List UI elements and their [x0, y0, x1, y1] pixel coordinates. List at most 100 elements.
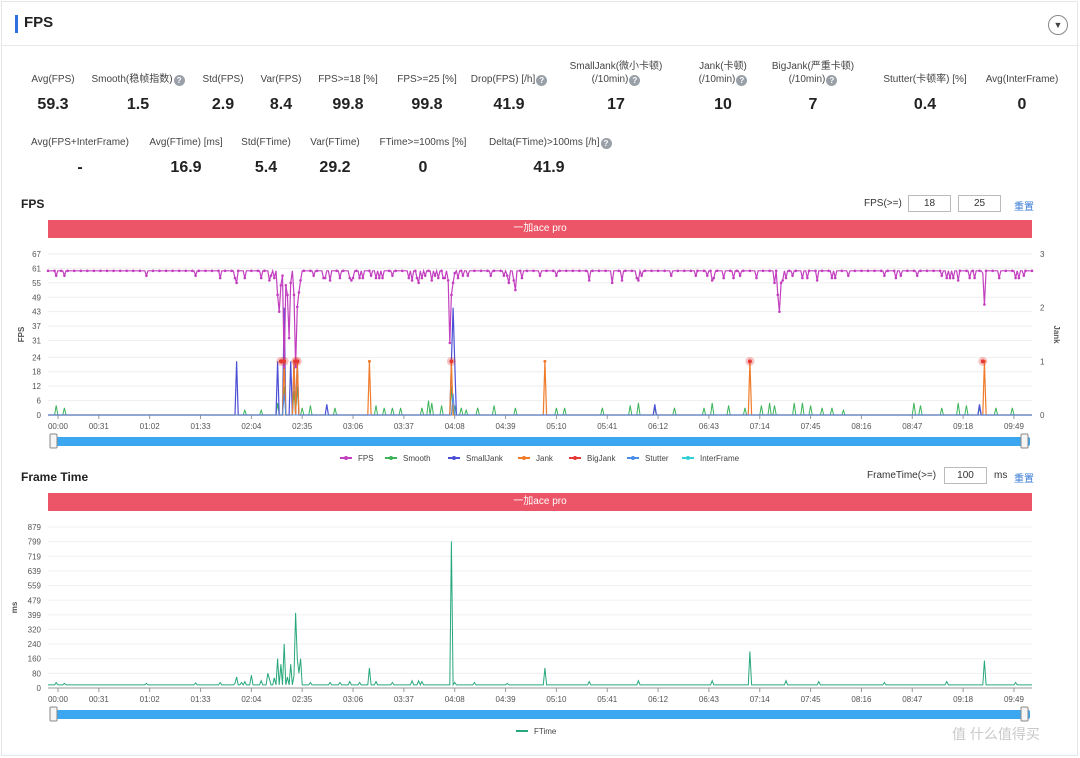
- fps-point: [965, 269, 968, 273]
- stat-label: Avg(FTime) [ms]: [149, 137, 223, 148]
- fps-point: [125, 269, 129, 273]
- fps-point: [63, 274, 66, 277]
- stat-value: 41.9: [493, 96, 525, 113]
- stat-stats1-6: Drop(FPS) [/h]? 41.9: [449, 73, 569, 113]
- bigjank-point: [278, 359, 283, 364]
- legend-swatch-dot: [389, 456, 393, 460]
- fps-point: [791, 274, 794, 277]
- fps-point: [892, 269, 896, 273]
- fps-point: [617, 269, 621, 273]
- ftime-x-tick: 06:12: [648, 695, 669, 704]
- jank-y-tick: 0: [1040, 411, 1045, 420]
- fps-point: [710, 279, 714, 282]
- stat-value: 1.5: [126, 96, 150, 113]
- fps-point: [847, 274, 850, 277]
- fps-point: [287, 336, 291, 340]
- fps-point: [578, 269, 581, 273]
- jank-series-line: [48, 361, 1032, 416]
- fps-point: [99, 269, 102, 273]
- ftime-y-tick: 240: [28, 640, 42, 649]
- fps-x-tick: 02:04: [241, 422, 262, 431]
- fps-point: [276, 293, 279, 297]
- fps-threshold-input-1[interactable]: 18: [908, 195, 951, 212]
- legend-label: FTime: [534, 727, 557, 736]
- help-icon[interactable]: ?: [536, 75, 548, 86]
- fps-point: [705, 274, 709, 277]
- fps-point: [223, 269, 227, 273]
- fps-point: [545, 269, 548, 273]
- help-icon[interactable]: ?: [826, 75, 838, 86]
- bigjank-point: [282, 359, 287, 364]
- fps-point: [328, 279, 332, 282]
- fps-x-tick: 08:47: [902, 422, 923, 431]
- fps-point: [507, 281, 511, 285]
- ftime-y-tick: 399: [28, 611, 42, 620]
- help-icon[interactable]: ?: [600, 138, 612, 149]
- fps-section-title: FPS: [21, 197, 45, 211]
- fps-point: [676, 269, 680, 273]
- fps-point: [879, 269, 883, 273]
- ftime-scroll-handle-left: [49, 706, 58, 722]
- fps-point: [473, 269, 476, 273]
- fps-point: [456, 276, 460, 280]
- ftime-x-tick: 01:33: [191, 695, 212, 704]
- ftime-x-tick: 01:02: [140, 695, 161, 704]
- ftime-series-line: [48, 541, 1032, 687]
- fps-point: [781, 279, 785, 282]
- fps-point: [273, 276, 276, 280]
- stat-label-line2: (/10min)?: [556, 73, 676, 86]
- fps-y-tick: 12: [32, 382, 41, 391]
- fps-point: [374, 276, 378, 280]
- ftime-x-tick: 00:00: [48, 695, 69, 704]
- stat-stats1-4: FPS>=18 [%] 99.8: [288, 73, 408, 113]
- stat-value: 99.8: [411, 96, 443, 113]
- fps-point: [184, 269, 188, 273]
- fps-point: [520, 276, 524, 280]
- fps-threshold-input-2[interactable]: 25: [958, 195, 1001, 212]
- legend-label: FPS: [358, 454, 374, 463]
- fps-point: [968, 276, 971, 280]
- ftime-x-tick: 05:10: [546, 695, 567, 704]
- help-icon[interactable]: ?: [629, 75, 641, 86]
- fps-reset-link[interactable]: 重置: [1014, 202, 1034, 213]
- fps-point: [297, 291, 301, 294]
- fps-point: [105, 269, 109, 273]
- fps-x-tick: 06:43: [699, 422, 720, 431]
- fps-point: [197, 269, 201, 273]
- fps-point: [787, 269, 791, 273]
- fps-y-tick: 55: [32, 279, 41, 288]
- chevron-down-icon[interactable]: ▼: [1048, 15, 1068, 35]
- help-icon[interactable]: ?: [173, 75, 185, 86]
- help-icon[interactable]: ?: [736, 75, 748, 86]
- fps-point: [92, 269, 96, 273]
- fps-point: [243, 276, 247, 280]
- fps-point: [381, 276, 384, 280]
- fps-point: [415, 276, 419, 280]
- legend-label: InterFrame: [700, 454, 740, 463]
- fps-point: [145, 274, 148, 277]
- fps-point: [748, 269, 752, 273]
- fps-point: [784, 276, 788, 280]
- fps-x-tick: 04:08: [445, 422, 466, 431]
- stat-label: Smooth(稳帧指数)?: [78, 73, 198, 86]
- fps-point: [514, 288, 517, 292]
- jank-y-tick: 2: [1040, 304, 1045, 313]
- fps-point: [377, 276, 381, 280]
- fps-y-tick: 43: [32, 308, 41, 317]
- fps-x-tick: 07:14: [750, 422, 771, 431]
- ftime-threshold-input[interactable]: 100: [944, 467, 987, 484]
- ftime-unit-label: ms: [994, 470, 1008, 481]
- ftime-reset-link[interactable]: 重置: [1014, 474, 1034, 485]
- fps-point: [669, 274, 673, 277]
- fps-point: [833, 276, 837, 280]
- stat-label: Avg(FPS): [31, 74, 75, 85]
- stat-label: Stutter(卡顿率) [%]: [883, 74, 967, 85]
- fps-point: [335, 269, 338, 273]
- fps-y-tick: 31: [32, 337, 41, 346]
- fps-x-tick: 00:31: [89, 422, 110, 431]
- stat-stats1-10: Stutter(卡顿率) [%] 0.4: [865, 73, 985, 113]
- fps-point: [505, 274, 509, 277]
- fps-point: [555, 274, 558, 277]
- fps-point: [191, 269, 194, 273]
- stat-label: Var(FTime): [310, 137, 360, 148]
